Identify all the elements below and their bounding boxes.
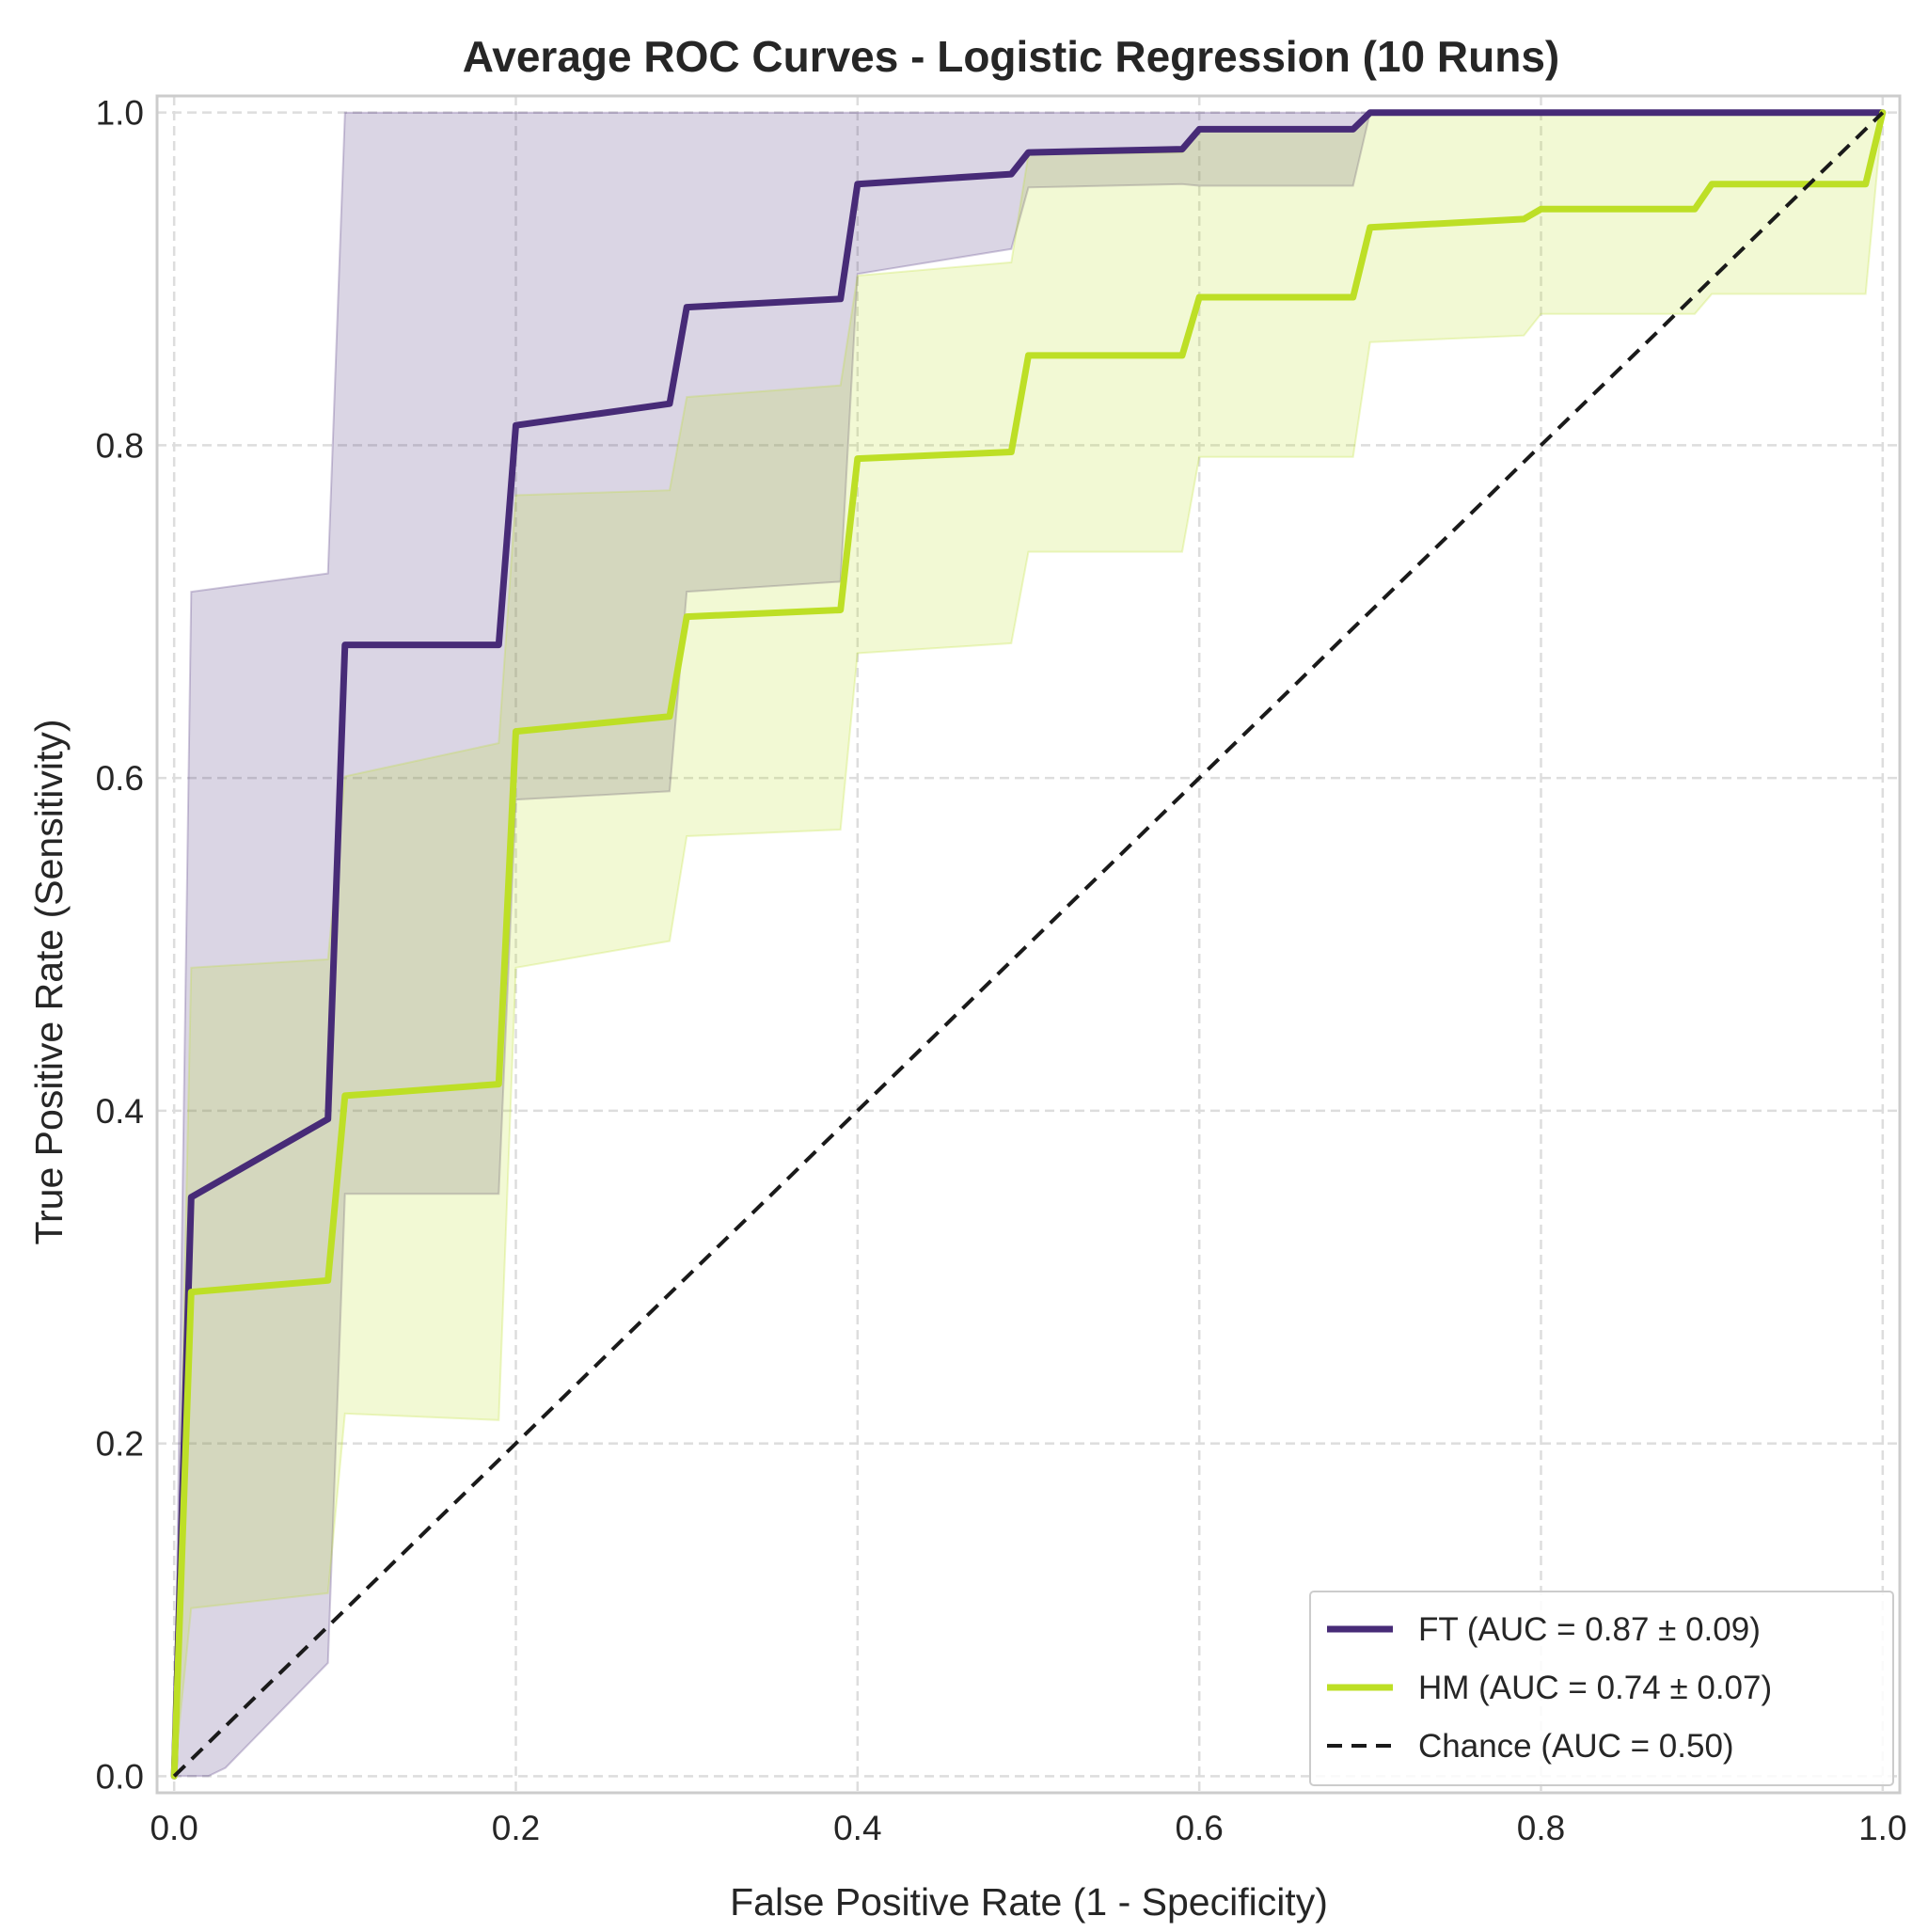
tick-labels: 0.0 0.2 0.4 0.6 0.8 1.0 0.0 0.2 0.4 0.6 0.8 1.0 (96, 94, 1907, 1847)
mean-line-series-0 (170, 109, 1887, 1780)
chart-title: Average ROC Curves - Logistic Regression… (463, 32, 1560, 81)
y-tick-label: 0.8 (96, 426, 144, 465)
y-tick-label: 1.0 (96, 94, 144, 133)
y-axis-label: True Positive Rate (Sensitivity) (27, 720, 71, 1245)
x-tick-label: 1.0 (1858, 1809, 1906, 1847)
legend-entry: HM (AUC = 0.74 ± 0.07) (1418, 1670, 1772, 1706)
y-tick-label: 0.0 (96, 1757, 144, 1796)
y-tick-label: 0.4 (96, 1092, 144, 1131)
legend-box (1309, 1591, 1894, 1786)
series-lines (170, 109, 1887, 1780)
legend: FT (AUC = 0.87 ± 0.09) HM (AUC = 0.74 ± 0… (1309, 1591, 1894, 1786)
plot-frame (155, 94, 1902, 1795)
x-axis-label: False Positive Rate (1 - Specificity) (730, 1880, 1328, 1924)
legend-entry: Chance (AUC = 0.50) (1418, 1728, 1734, 1765)
x-tick-label: 0.6 (1175, 1809, 1223, 1847)
x-tick-label: 0.4 (833, 1809, 881, 1847)
chance-line (172, 111, 1885, 1778)
mean-line-series-1 (170, 109, 1887, 1780)
y-tick-label: 0.2 (96, 1425, 144, 1464)
y-tick-label: 0.6 (96, 759, 144, 798)
x-tick-label: 0.2 (492, 1809, 540, 1847)
x-tick-label: 0.0 (150, 1809, 198, 1847)
legend-entry: FT (AUC = 0.87 ± 0.09) (1418, 1611, 1761, 1648)
x-tick-label: 0.8 (1517, 1809, 1565, 1847)
band-series-1 (173, 111, 1884, 1777)
